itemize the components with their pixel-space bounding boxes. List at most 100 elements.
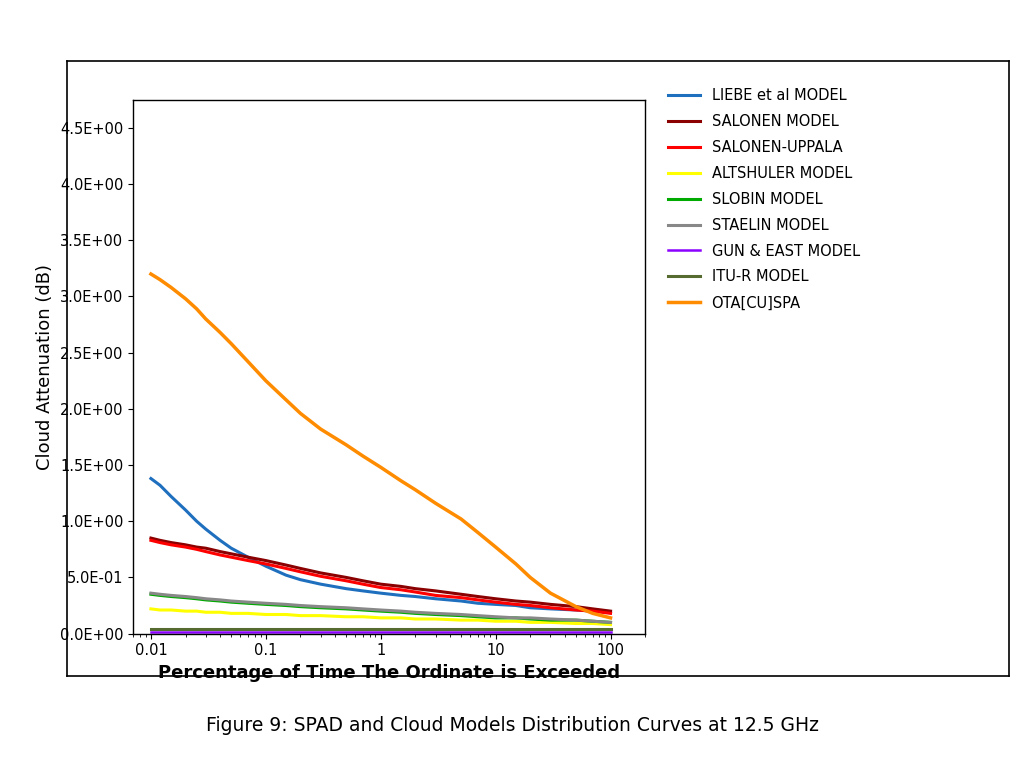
OTA[CU]SPA	[510, 559, 522, 568]
SALONEN-UPPALA	[190, 545, 203, 554]
OTA[CU]SPA	[524, 573, 537, 582]
SLOBIN MODEL	[340, 604, 352, 614]
ALTSHULER MODEL	[144, 604, 157, 614]
SLOBIN MODEL	[524, 614, 537, 624]
ALTSHULER MODEL	[190, 607, 203, 616]
OTA[CU]SPA	[165, 283, 177, 292]
SALONEN MODEL	[144, 534, 157, 543]
STAELIN MODEL	[340, 603, 352, 612]
ITU-R MODEL	[144, 624, 157, 634]
OTA[CU]SPA	[489, 542, 502, 551]
SALONEN-UPPALA	[165, 540, 177, 549]
GUN & EAST MODEL	[260, 627, 272, 637]
OTA[CU]SPA	[340, 440, 352, 449]
SALONEN MODEL	[587, 604, 599, 614]
SALONEN-UPPALA	[214, 551, 226, 560]
OTA[CU]SPA	[569, 602, 582, 611]
ALTSHULER MODEL	[179, 607, 191, 616]
SLOBIN MODEL	[144, 590, 157, 599]
SALONEN MODEL	[190, 542, 203, 551]
OTA[CU]SPA	[314, 425, 327, 434]
ITU-R MODEL	[375, 624, 387, 634]
SALONEN MODEL	[455, 590, 467, 599]
SALONEN MODEL	[545, 600, 557, 609]
SALONEN-UPPALA	[569, 605, 582, 614]
STAELIN MODEL	[569, 615, 582, 624]
SALONEN MODEL	[260, 556, 272, 565]
Y-axis label: Cloud Attenuation (dB): Cloud Attenuation (dB)	[36, 263, 54, 470]
SLOBIN MODEL	[179, 593, 191, 602]
OTA[CU]SPA	[455, 515, 467, 524]
SALONEN MODEL	[489, 594, 502, 604]
SALONEN-UPPALA	[395, 585, 408, 594]
LIEBE et al MODEL	[395, 591, 408, 600]
ALTSHULER MODEL	[489, 617, 502, 626]
LIEBE et al MODEL	[260, 561, 272, 571]
Line: ALTSHULER MODEL: ALTSHULER MODEL	[151, 609, 610, 624]
OTA[CU]SPA	[410, 485, 422, 495]
ALTSHULER MODEL	[429, 614, 441, 624]
SLOBIN MODEL	[314, 603, 327, 612]
OTA[CU]SPA	[356, 452, 369, 461]
LIEBE et al MODEL	[510, 601, 522, 610]
ALTSHULER MODEL	[314, 611, 327, 621]
SALONEN-UPPALA	[524, 601, 537, 610]
SALONEN-UPPALA	[356, 580, 369, 589]
SALONEN-UPPALA	[280, 564, 292, 573]
ALTSHULER MODEL	[242, 609, 254, 618]
STAELIN MODEL	[165, 591, 177, 600]
STAELIN MODEL	[356, 604, 369, 614]
Line: SALONEN MODEL: SALONEN MODEL	[151, 538, 610, 611]
LIEBE et al MODEL	[587, 607, 599, 616]
SALONEN MODEL	[314, 568, 327, 578]
OTA[CU]SPA	[472, 528, 484, 537]
ALTSHULER MODEL	[294, 611, 306, 621]
OTA[CU]SPA	[294, 409, 306, 418]
SALONEN MODEL	[242, 553, 254, 562]
SLOBIN MODEL	[395, 607, 408, 617]
LIEBE et al MODEL	[604, 607, 616, 617]
ALTSHULER MODEL	[225, 609, 238, 618]
STAELIN MODEL	[154, 590, 166, 599]
OTA[CU]SPA	[225, 339, 238, 349]
ALTSHULER MODEL	[260, 610, 272, 619]
SALONEN MODEL	[294, 564, 306, 573]
SALONEN MODEL	[225, 549, 238, 558]
ALTSHULER MODEL	[395, 614, 408, 623]
SLOBIN MODEL	[569, 615, 582, 624]
LIEBE et al MODEL	[225, 544, 238, 553]
STAELIN MODEL	[294, 601, 306, 610]
ALTSHULER MODEL	[545, 617, 557, 627]
SLOBIN MODEL	[242, 598, 254, 607]
SALONEN-UPPALA	[472, 595, 484, 604]
SLOBIN MODEL	[200, 595, 212, 604]
LIEBE et al MODEL	[356, 586, 369, 595]
Text: Figure 9: SPAD and Cloud Models Distribution Curves at 12.5 GHz: Figure 9: SPAD and Cloud Models Distribu…	[206, 717, 818, 735]
ITU-R MODEL	[489, 624, 502, 634]
SLOBIN MODEL	[356, 605, 369, 614]
SLOBIN MODEL	[165, 592, 177, 601]
SALONEN MODEL	[280, 561, 292, 570]
STAELIN MODEL	[280, 600, 292, 609]
SALONEN-UPPALA	[340, 576, 352, 585]
SALONEN MODEL	[179, 540, 191, 549]
STAELIN MODEL	[587, 617, 599, 626]
OTA[CU]SPA	[179, 294, 191, 303]
X-axis label: Percentage of Time The Ordinate is Exceeded: Percentage of Time The Ordinate is Excee…	[158, 664, 621, 682]
STAELIN MODEL	[489, 612, 502, 621]
GUN & EAST MODEL	[375, 627, 387, 637]
LIEBE et al MODEL	[524, 603, 537, 612]
STAELIN MODEL	[190, 593, 203, 602]
LIEBE et al MODEL	[429, 594, 441, 604]
LIEBE et al MODEL	[242, 553, 254, 562]
ALTSHULER MODEL	[356, 612, 369, 621]
LIEBE et al MODEL	[179, 505, 191, 515]
SLOBIN MODEL	[260, 600, 272, 609]
SLOBIN MODEL	[280, 601, 292, 610]
OTA[CU]SPA	[280, 396, 292, 405]
SALONEN-UPPALA	[144, 536, 157, 545]
SLOBIN MODEL	[429, 610, 441, 619]
LIEBE et al MODEL	[410, 592, 422, 601]
SALONEN MODEL	[472, 592, 484, 601]
LIEBE et al MODEL	[375, 588, 387, 598]
